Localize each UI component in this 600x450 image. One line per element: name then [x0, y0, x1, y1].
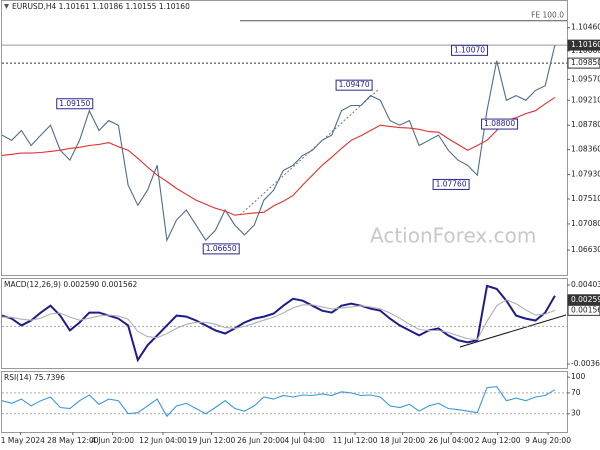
- watermark: ActionForex.com: [370, 224, 536, 248]
- y-tick-label: 1.07930: [571, 170, 600, 179]
- level-label: 0.002590: [571, 295, 600, 304]
- annotation-box: [335, 79, 373, 91]
- annotation-box: [481, 118, 519, 130]
- x-tick-label: 4 Jun 20:00: [91, 436, 134, 445]
- y-tick-label: 30: [571, 409, 581, 418]
- indicator-line: [1, 386, 556, 418]
- level-tag: [567, 294, 600, 306]
- annotation-label: 1.08800: [484, 119, 515, 128]
- y-tick-label: 1.09210: [571, 95, 600, 104]
- header-icon: [4, 4, 9, 9]
- x-tick-label: 2 Aug 12:00: [475, 436, 521, 445]
- indicator-line: [1, 96, 556, 216]
- y-tick-label: 100: [571, 372, 586, 381]
- level-tag: [567, 57, 600, 69]
- x-tick-label: 26 Jul 04:00: [429, 436, 474, 445]
- panel-title: RSI(14) 75.7396: [4, 373, 65, 382]
- annotation-box: [202, 243, 240, 255]
- annotation-label: 1.10070: [454, 45, 485, 54]
- y-tick-label: 1.10460: [571, 23, 600, 32]
- y-tick-label: 70: [571, 388, 581, 397]
- indicator-line: [1, 299, 556, 341]
- x-tick-label: 18 Jul 20:00: [380, 436, 425, 445]
- annotation-box: [56, 98, 94, 110]
- macd-panel: [1, 278, 568, 369]
- level-tag: [567, 39, 600, 51]
- x-tick-label: 28 May 12:00: [47, 436, 99, 445]
- x-tick-label: 19 Jun 12:00: [188, 436, 236, 445]
- x-tick-label: 9 Aug 20:00: [525, 436, 571, 445]
- x-tick-label: 4 Jul 04:00: [285, 436, 325, 445]
- panel-title: EURUSD,H4 1.10161 1.10186 1.10155 1.1016…: [12, 2, 190, 11]
- annotation-box: [432, 178, 470, 190]
- indicator-line: [1, 284, 556, 363]
- annotation-label: 1.06650: [206, 244, 237, 253]
- annotation-label: 1.09470: [339, 80, 370, 89]
- x-tick-label: 21 May 2024: [0, 436, 45, 445]
- level-label: 1.09850: [571, 58, 600, 67]
- x-tick-label: 11 Jul 12:00: [333, 436, 378, 445]
- y-tick-label: 1.08780: [571, 120, 600, 129]
- y-tick-label: -0.00367: [571, 359, 600, 368]
- y-tick-label: 1.09570: [571, 74, 600, 83]
- rsi-panel: [1, 371, 568, 433]
- y-tick-label: 1.06630: [571, 245, 600, 254]
- level-label: 1.10160: [571, 40, 600, 49]
- annotation-label: 1.07760: [436, 179, 467, 188]
- annotation-label: 1.09150: [59, 99, 90, 108]
- fe-label: FE 100.0: [531, 11, 564, 20]
- level-tag: [567, 304, 600, 316]
- x-tick-label: 26 Jun 20:00: [237, 436, 285, 445]
- y-tick-label: 1.08360: [571, 145, 600, 154]
- y-tick-label: 0.004036: [571, 280, 600, 289]
- level-label: 0.001562: [571, 305, 600, 314]
- price-line: [1, 44, 556, 243]
- annotation-box: [451, 44, 489, 56]
- y-tick-label: 1.07510: [571, 194, 600, 203]
- x-tick-label: 12 Jun 04:00: [139, 436, 187, 445]
- y-tick-label: 1.07080: [571, 219, 600, 228]
- macd-trend-line: [459, 314, 567, 348]
- price-panel: [1, 0, 568, 276]
- panel-title: MACD(12,26,9) 0.002590 0.001562: [4, 280, 138, 289]
